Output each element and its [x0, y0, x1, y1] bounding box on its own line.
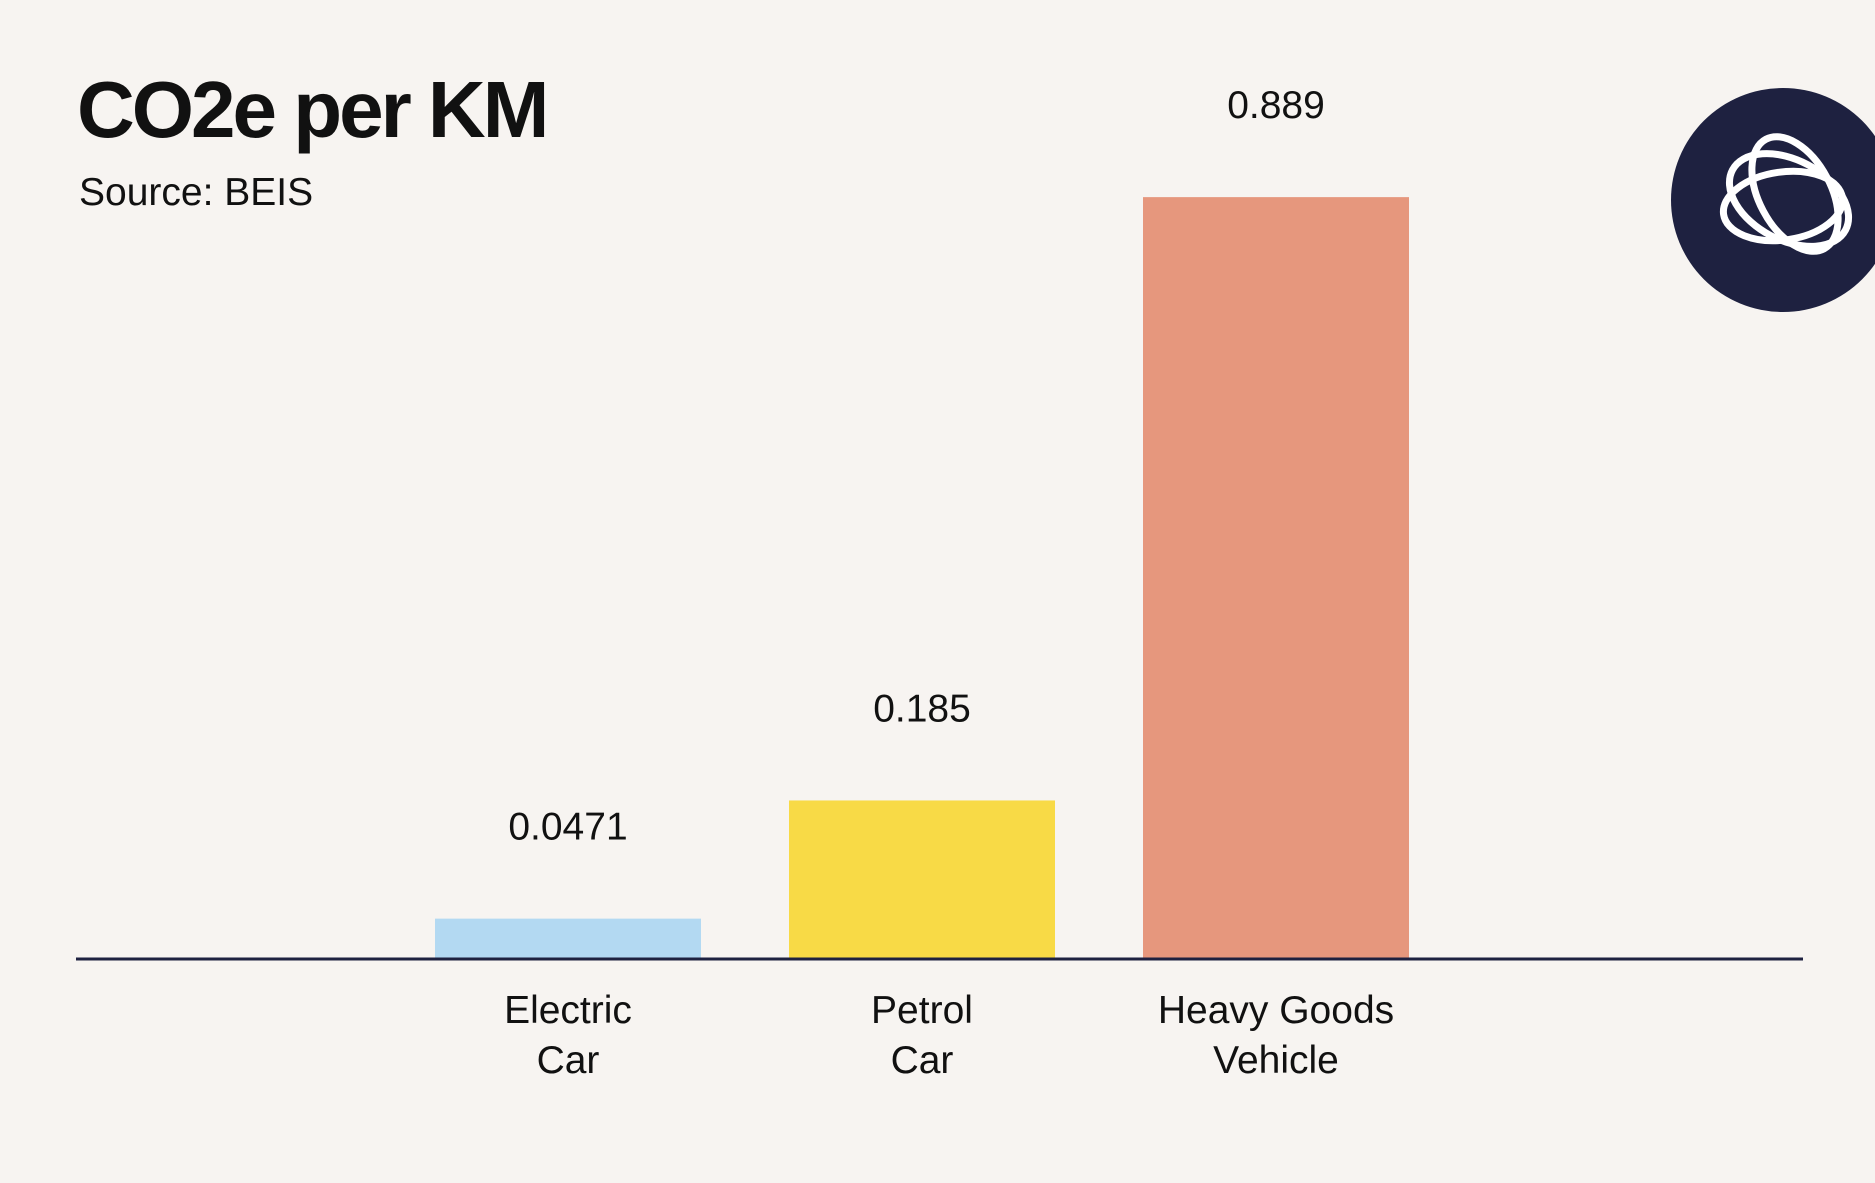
category-label-line: Vehicle: [1213, 1039, 1339, 1082]
bar-2: [1143, 197, 1409, 959]
overlapping-rings-logo-icon: [1671, 88, 1875, 312]
category-label: Petrol Car: [871, 989, 973, 1082]
category-label-line: Car: [537, 1039, 600, 1082]
chart-subtitle: Source: BEIS: [79, 171, 314, 214]
bar-value-label: 0.889: [1227, 84, 1325, 127]
brand-logo: [1671, 88, 1875, 312]
bar-0: [435, 918, 701, 959]
category-label-line: Petrol: [871, 989, 973, 1032]
chart-title: CO2e per KM: [77, 65, 549, 154]
category-label-line: Heavy Goods: [1158, 989, 1394, 1032]
category-label: Electric Car: [504, 989, 632, 1082]
category-label: Heavy Goods Vehicle: [1158, 989, 1394, 1082]
bar-value-label: 0.0471: [508, 806, 627, 849]
category-label-line: Car: [891, 1039, 954, 1082]
bar-value-label: 0.185: [873, 687, 971, 730]
bar-1: [789, 800, 1055, 959]
category-label-line: Electric: [504, 989, 632, 1032]
